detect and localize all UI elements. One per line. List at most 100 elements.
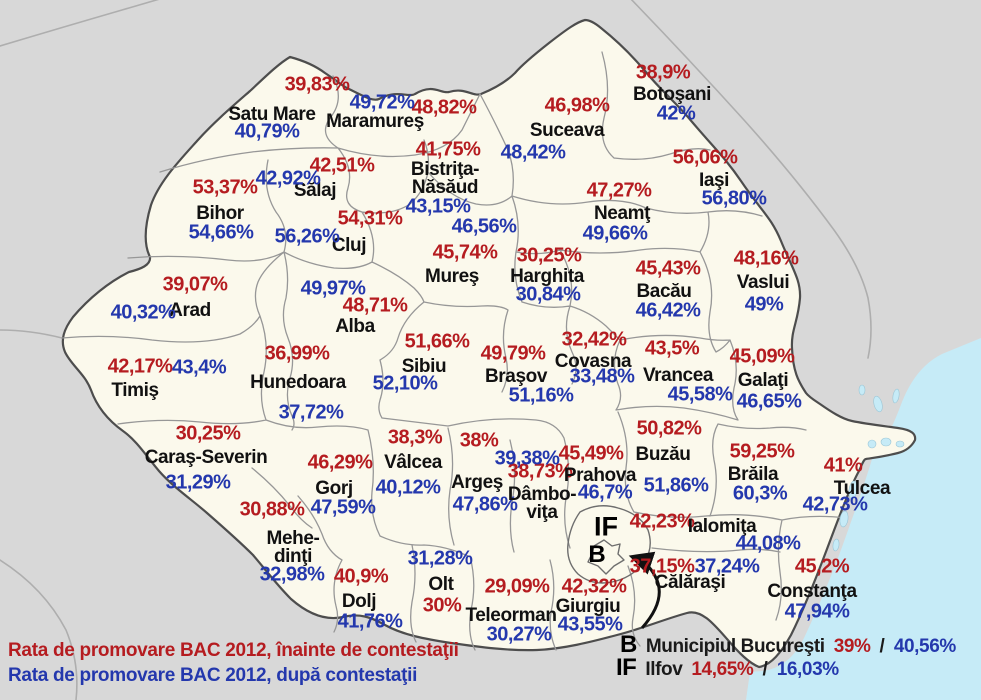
county-olt-name: Olt bbox=[428, 573, 454, 595]
county-vrancea-before-value: 43,5% bbox=[644, 337, 700, 360]
county-giurgiu-before-value: 42,32% bbox=[561, 575, 627, 598]
county-ialomita-before-value: 42,23% bbox=[629, 510, 695, 533]
county-teleorman-name: Teleorman bbox=[465, 604, 557, 626]
county-bacau-before-value: 45,43% bbox=[635, 257, 701, 280]
county-calarasi-after-value: 37,24% bbox=[694, 555, 760, 578]
county-mures-after-value: 46,56% bbox=[451, 215, 517, 238]
legend-after-contestations: Rata de promovare BAC 2012, după contest… bbox=[8, 665, 418, 687]
county-gorj-after-value: 47,59% bbox=[310, 496, 376, 519]
county-maramures-name: Maramureş bbox=[326, 110, 424, 132]
county-alba-name: Alba bbox=[335, 315, 375, 337]
bucharest-name: Municipiul Bucureşti bbox=[645, 636, 825, 657]
county-cluj-after-value: 56,26% bbox=[274, 225, 340, 248]
county-valcea-before-value: 38,3% bbox=[387, 426, 443, 449]
county-hunedoara-name: Hunedoara bbox=[250, 371, 346, 393]
county-tulcea-before-value: 41% bbox=[823, 454, 863, 477]
county-vaslui-after-value: 49% bbox=[744, 293, 784, 316]
county-vrancea-name: Vrancea bbox=[642, 364, 714, 386]
county-bihor-after-value: 54,66% bbox=[188, 221, 254, 244]
county-sibiu-after-value: 52,10% bbox=[372, 372, 438, 395]
ilfov-legend-row: IF Ilfov 14,65% / 16,03% bbox=[616, 654, 839, 682]
county-cluj-before-value: 54,31% bbox=[337, 207, 403, 230]
county-ialomita-after-value: 44,08% bbox=[735, 532, 801, 555]
county-valcea-name: Vâlcea bbox=[384, 451, 442, 473]
county-bihor-name: Bihor bbox=[196, 202, 244, 224]
county-bistrita-nasaud-name: Bistriţa- Năsăud bbox=[410, 158, 480, 198]
county-braila-before-value: 59,25% bbox=[729, 440, 795, 463]
county-vrancea-after-value: 45,58% bbox=[667, 383, 733, 406]
county-galati-name: Galaţi bbox=[737, 369, 789, 391]
county-dolj-after-value: 41,76% bbox=[337, 610, 403, 633]
county-mures-name: Mureş bbox=[425, 265, 479, 287]
county-mehe-dinti-before-value: 30,88% bbox=[239, 498, 305, 521]
county-iasi-name: Iaşi bbox=[698, 169, 730, 191]
county-suceava-name: Suceava bbox=[529, 119, 605, 141]
county-teleorman-after-value: 30,27% bbox=[486, 623, 552, 646]
county-sibiu-before-value: 51,66% bbox=[404, 330, 470, 353]
county-mures-before-value: 45,74% bbox=[432, 241, 498, 264]
county-iasi-after-value: 56,80% bbox=[701, 187, 767, 210]
bucharest-legend-row: B Municipiul Bucureşti 39% / 40,56% bbox=[620, 631, 956, 659]
county-olt-after-value: 31,28% bbox=[407, 547, 473, 570]
county-arad-name: Arad bbox=[169, 299, 211, 321]
county-bacau-name: Bacău bbox=[636, 280, 692, 302]
county-constanta-name: Constanţa bbox=[767, 580, 857, 602]
county-vaslui-name: Vaslui bbox=[736, 271, 790, 293]
bucharest-after-value: 40,56% bbox=[893, 636, 956, 657]
county-harghita-before-value: 30,25% bbox=[516, 244, 582, 267]
county-neamt-name: Neamţ bbox=[593, 202, 651, 224]
county-arad-before-value: 39,07% bbox=[162, 273, 228, 296]
county-dambo-vita-after-value: 39,38% bbox=[494, 447, 560, 470]
county-cluj-name: Cluj bbox=[331, 234, 367, 256]
county-gorj-before-value: 46,29% bbox=[307, 451, 373, 474]
county-valcea-after-value: 40,12% bbox=[375, 476, 441, 499]
county-suceava-after-value: 48,42% bbox=[500, 141, 566, 164]
county-salaj-after-value: 42,92% bbox=[255, 167, 321, 190]
legend: Rata de promovare BAC 2012, înainte de c… bbox=[8, 638, 459, 688]
county-ialomita-name: Ialomiţa bbox=[687, 515, 757, 537]
county-salaj-name: Sălaj bbox=[293, 179, 337, 201]
county-hunedoara-before-value: 36,99% bbox=[264, 342, 330, 365]
county-neamt-before-value: 47,27% bbox=[586, 179, 652, 202]
county-gorj-name: Gorj bbox=[315, 477, 353, 499]
bucharest-before-value: 39% bbox=[833, 636, 871, 657]
county-caras-severin-before-value: 30,25% bbox=[175, 422, 241, 445]
county-tulcea-after-value: 42,73% bbox=[802, 493, 868, 516]
county-giurgiu-name: Giurgiu bbox=[555, 595, 621, 617]
county-arges-name: Argeş bbox=[451, 471, 503, 493]
county-calarasi-name: Călăraşi bbox=[654, 571, 726, 593]
county-prahova-after-value: 46,7% bbox=[577, 481, 633, 504]
county-satu-mare-before-value: 39,83% bbox=[284, 73, 350, 96]
county-caras-severin-name: Caraş-Severin bbox=[144, 446, 268, 468]
county-arad-after-value: 40,32% bbox=[110, 301, 176, 324]
black-sea bbox=[746, 338, 981, 700]
county-constanta-before-value: 45,2% bbox=[794, 555, 850, 578]
ilfov-name: Ilfov bbox=[645, 659, 683, 680]
county-bistrita-nasaud-before-value: 41,75% bbox=[415, 138, 481, 161]
county-suceava-before-value: 46,98% bbox=[544, 94, 610, 117]
county-bistrita-nasaud-after-value: 43,15% bbox=[405, 195, 471, 218]
bucharest-separator: / bbox=[879, 636, 885, 657]
ilfov-code: IF bbox=[616, 654, 637, 681]
county-bacau-after-value: 46,42% bbox=[635, 299, 701, 322]
county-bihor-before-value: 53,37% bbox=[192, 176, 258, 199]
county-covasna-before-value: 32,42% bbox=[561, 328, 627, 351]
county-giurgiu-after-value: 43,55% bbox=[557, 613, 623, 636]
romania-outline bbox=[61, 18, 917, 669]
ilfov-outline bbox=[567, 505, 651, 584]
county-tulcea-name: Tulcea bbox=[833, 477, 891, 499]
county-alba-before-value: 48,71% bbox=[342, 294, 408, 317]
county-galati-after-value: 46,65% bbox=[736, 390, 802, 413]
county-dolj-before-value: 40,9% bbox=[333, 565, 389, 588]
county-olt-before-value: 30% bbox=[422, 594, 462, 617]
county-buzau-before-value: 50,82% bbox=[636, 417, 702, 440]
county-timis-before-value: 42,17% bbox=[107, 355, 173, 378]
county-dambo-vita-name: Dâmbo- viţa bbox=[507, 483, 577, 523]
county-calarasi-before-value: 37,15% bbox=[629, 555, 695, 578]
county-prahova-before-value: 45,49% bbox=[558, 442, 624, 465]
county-dolj-name: Dolj bbox=[341, 590, 377, 612]
delta-lakes bbox=[832, 384, 905, 552]
